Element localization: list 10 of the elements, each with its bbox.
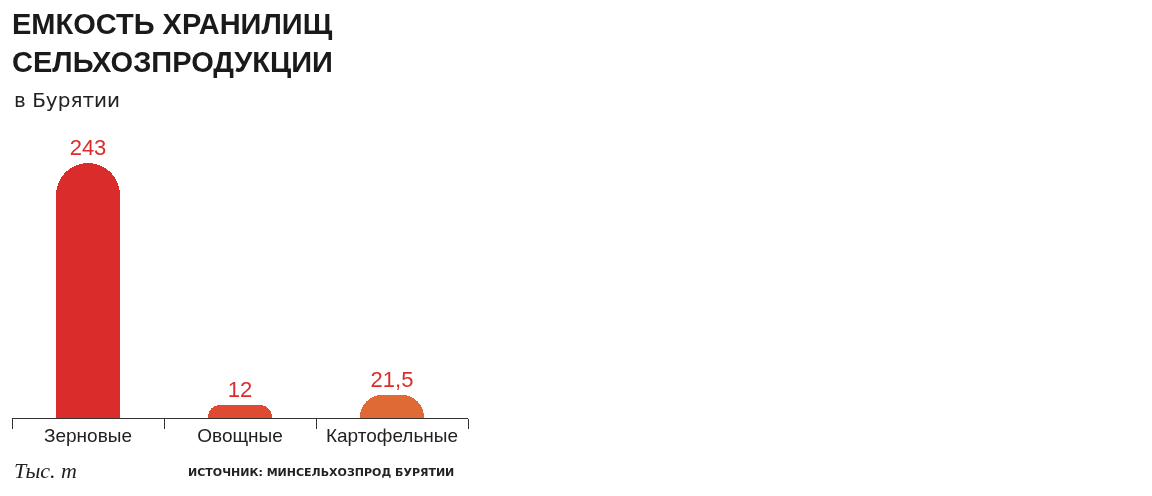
data-label: 243 xyxy=(69,135,107,160)
data-label: 12 xyxy=(227,377,253,402)
chart-title: ЕМКОСТЬ ХРАНИЛИЩ СЕЛЬХОЗПРОДУКЦИИ xyxy=(12,8,333,78)
chart-subtitle: в Бурятии xyxy=(14,88,121,112)
x-tick-label: Зерновые xyxy=(44,424,132,446)
data-label: 21,5 xyxy=(370,367,414,392)
x-tick-label: Овощные xyxy=(197,424,283,446)
text: ИСТОЧНИК: МИНСЕЛЬХОЗПРОД БУРЯТИИ xyxy=(188,466,455,479)
text: Тыс. т xyxy=(14,458,77,483)
x-tick-label: Картофельные xyxy=(325,424,459,446)
